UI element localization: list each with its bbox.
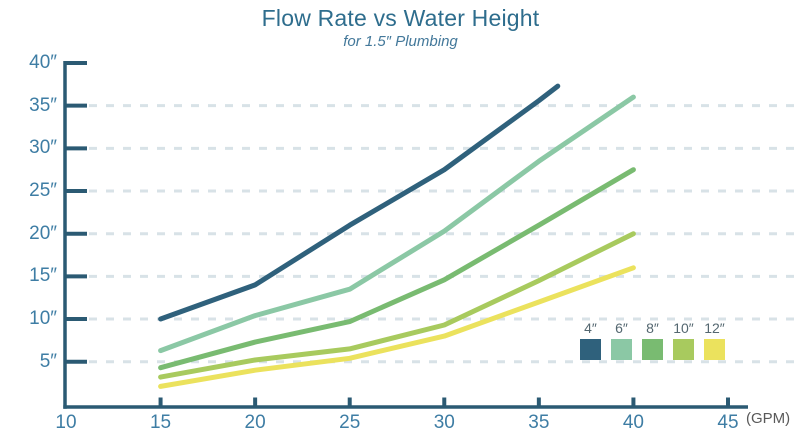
series-line-4in [158,83,561,322]
legend-label-6in: 6″ [615,320,628,336]
legend-label-10in: 10″ [673,320,694,336]
y-axis-label-10: 10″ [29,308,57,330]
series-line-12in [158,265,636,389]
legend-label-4in: 4″ [584,320,597,336]
x-axis-label-35: 35 [528,412,550,433]
legend-item-12in: 12″ [704,321,725,360]
legend-swatch-8in [642,339,663,360]
chart-title: Flow Rate vs Water Height [261,5,540,31]
legend-item-10in: 10″ [673,321,694,360]
x-axis-label-10: 10 [55,412,77,433]
x-axis-label-25: 25 [339,412,361,433]
legend-swatch-10in [673,339,694,360]
series-line-6in [158,94,636,354]
legend-item-4in: 4″ [580,321,601,360]
chart-subtitle: for 1.5″ Plumbing [343,33,458,50]
x-axis-label-30: 30 [433,412,455,433]
series-line-8in [158,167,636,371]
x-axis-label-20: 20 [244,412,266,433]
legend: 4″ 6″ 8″ 10″ 12″ [580,321,725,360]
legend-swatch-6in [611,339,632,360]
legend-label-8in: 8″ [646,320,659,336]
y-axis-label-30: 30″ [29,137,57,159]
x-axis-label-45: 45 [717,412,739,433]
y-axis-label-35: 35″ [29,94,57,116]
y-axis-label-15: 15″ [29,265,57,287]
series-line-10in [158,231,636,380]
legend-swatch-4in [580,339,601,360]
legend-swatch-12in [704,339,725,360]
legend-label-12in: 12″ [704,320,725,336]
y-axis-label-20: 20″ [29,222,57,244]
y-axis-label-25: 25″ [29,180,57,202]
x-axis-unit-label: (GPM) [746,410,791,427]
legend-item-6in: 6″ [611,321,632,360]
y-axis-label-40: 40″ [29,52,57,73]
y-axis-label-5: 5″ [39,350,57,372]
x-axis-label-40: 40 [622,412,644,433]
legend-item-8in: 8″ [642,321,663,360]
x-axis-label-15: 15 [149,412,172,433]
